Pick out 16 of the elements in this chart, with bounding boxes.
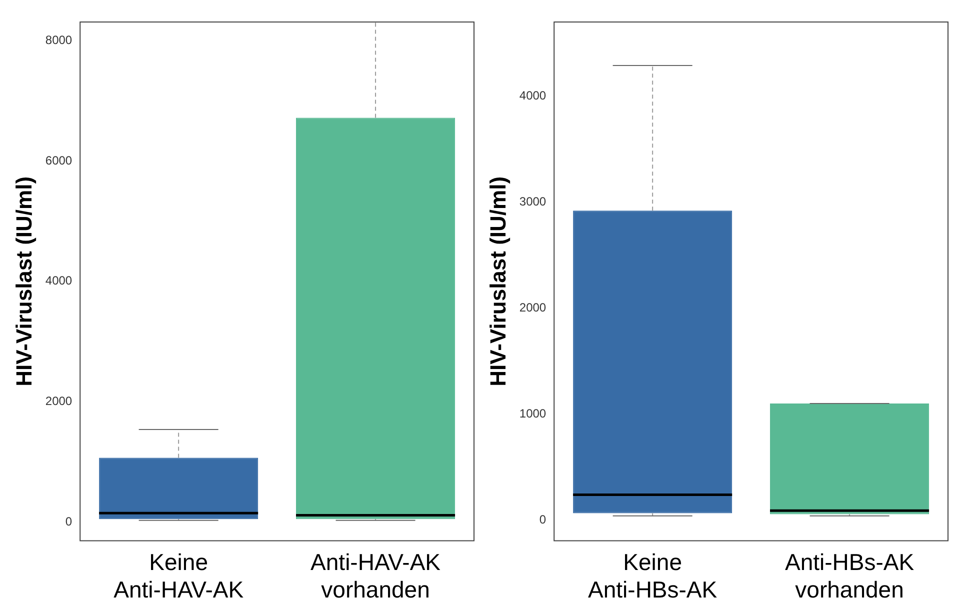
y-tick-label: 3000 xyxy=(519,194,546,208)
y-tick-label: 4000 xyxy=(45,274,72,288)
x-tick-label: Anti-HAV-AK vorhanden xyxy=(310,548,442,603)
y-tick-label: 0 xyxy=(65,514,72,528)
y-tick-label: 1000 xyxy=(519,406,546,420)
x-tick-label: Keine Anti-HAV-AK xyxy=(114,548,244,603)
y-tick-label: 4000 xyxy=(519,88,546,102)
y-tick-label: 2000 xyxy=(45,394,72,408)
x-tick-label: Anti-HBs-AK vorhanden xyxy=(784,548,915,603)
y-axis-title: HIV-Viruslast (IU/ml) xyxy=(485,176,510,386)
y-axis-title: HIV-Viruslast (IU/ml) xyxy=(11,176,36,386)
y-tick-label: 2000 xyxy=(519,300,546,314)
y-tick-label: 8000 xyxy=(45,32,72,47)
x-tick-label: Keine Anti-HBs-AK xyxy=(588,548,718,603)
y-tick-label: 0 xyxy=(539,512,546,526)
y-tick-label: 6000 xyxy=(45,153,72,168)
